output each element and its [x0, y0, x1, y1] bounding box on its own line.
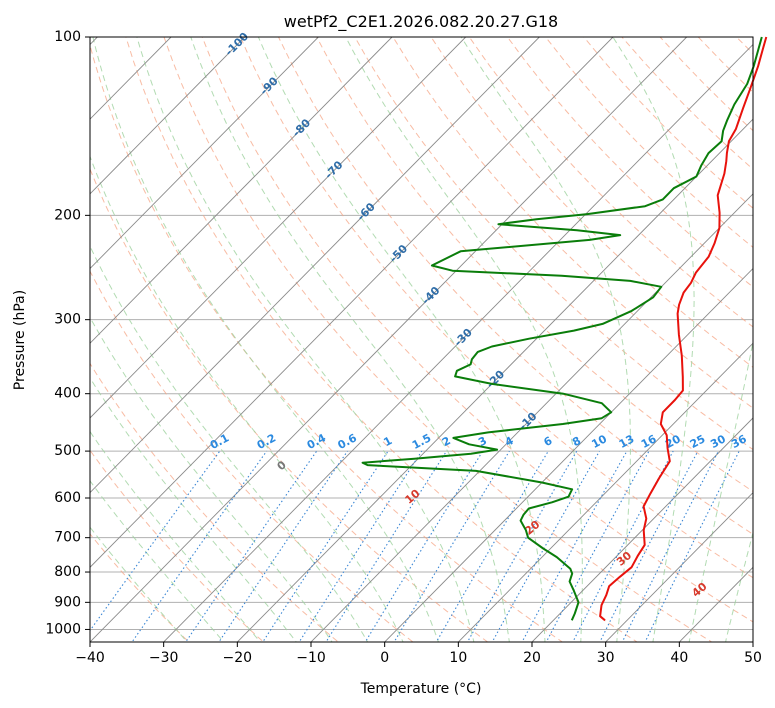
isotherm-line [90, 37, 614, 568]
x-tick-label: 20 [523, 650, 541, 666]
y-axis-label: Pressure (hPa) [12, 290, 28, 390]
y-tick-label: 100 [54, 29, 81, 45]
plot-frame [89, 36, 754, 643]
mixing-ratio-line [185, 450, 318, 642]
x-tick-label: 40 [670, 650, 688, 666]
moist-adiabat [90, 245, 369, 642]
mixing-ratio-label: 13 [617, 432, 637, 451]
moist-adiabat [90, 155, 404, 642]
mixing-ratio-line [218, 450, 348, 642]
mixing-ratio-line [466, 450, 578, 642]
x-axis-label: Temperature (°C) [360, 681, 482, 697]
mixing-ratio-line [435, 450, 549, 642]
moist-adiabat [688, 339, 753, 642]
moist-adiabat [92, 37, 440, 642]
moist-adiabat [725, 530, 753, 642]
isotherm-line [310, 193, 753, 642]
isotherm-line [90, 37, 319, 270]
mixing-ratio-line [325, 450, 448, 642]
mixing-ratio-line [90, 450, 221, 632]
mixing-ratio-line [262, 450, 389, 642]
isotherm-line [236, 118, 753, 642]
isotherm-line [90, 37, 688, 642]
x-tick-label: 30 [597, 650, 615, 666]
isotherm-line [90, 37, 540, 494]
isotherm-line [90, 37, 246, 195]
moist-adiabat [90, 430, 261, 642]
isotherm-line [163, 43, 753, 642]
mixing-ratio-label: 36 [729, 432, 749, 451]
x-tick-label: 0 [380, 650, 389, 666]
y-tick-label: 700 [54, 530, 81, 546]
y-tick-label: 400 [54, 386, 81, 402]
x-tick-label: 50 [744, 650, 762, 666]
x-tick-label: −30 [149, 650, 179, 666]
isotherm-line [90, 37, 467, 419]
y-tick-label: 900 [54, 594, 81, 610]
moist-adiabat [257, 37, 546, 642]
isotherm-line [531, 417, 753, 642]
mixing-ratio-line [644, 450, 740, 642]
dry-adiabat [278, 37, 753, 535]
mixing-ratio-line [545, 450, 650, 642]
mixing-ratio-line [393, 450, 510, 642]
moist-adiabat [345, 37, 583, 642]
dry-adiabat [163, 37, 713, 642]
mixing-ratio-label: 30 [708, 432, 728, 451]
dry-adiabat [90, 43, 564, 642]
x-tick-label: −10 [296, 650, 326, 666]
mixing-ratio-label: 25 [688, 432, 708, 451]
mixing-ratio-line [298, 450, 423, 642]
mixing-ratio-line [521, 450, 628, 642]
dry-adiabat [90, 533, 190, 642]
axes: −40 −30 −20 −10 0 10 20 30 40 50 100 200 300 400 500 60… [45, 29, 762, 666]
dry-adiabat [239, 37, 753, 579]
x-tick-label: −40 [75, 650, 105, 666]
y-tick-label: 600 [54, 490, 81, 506]
isotherm-line [384, 267, 753, 642]
moist-adiabat [90, 316, 333, 642]
temperature-trace [599, 36, 768, 622]
plot-area [90, 37, 753, 642]
chart-title: wetPf2_C2E1.2026.082.20.27.G18 [284, 12, 558, 32]
dry-adiabat [90, 449, 265, 642]
y-tick-label: 300 [54, 312, 81, 328]
dry-adiabat [468, 37, 753, 328]
isotherm-line [90, 37, 393, 344]
dry-adiabat [125, 37, 638, 642]
y-tick-label: 800 [54, 564, 81, 580]
isotherm-line [605, 491, 753, 642]
y-tick-label: 200 [54, 207, 81, 223]
x-tick-label: −20 [223, 650, 253, 666]
moist-adiabat [136, 37, 475, 642]
moist-adiabat [190, 37, 510, 642]
moist-adiabat [90, 376, 297, 642]
dewpoint-trace [361, 36, 763, 621]
dry-adiabat [90, 167, 489, 642]
mixing-ratio-line [572, 450, 674, 642]
y-tick-label: 1000 [45, 621, 81, 637]
moist-adiabat [612, 37, 695, 642]
dry-adiabat [201, 37, 753, 623]
x-tick-label: 10 [449, 650, 467, 666]
y-tick-label: 500 [54, 443, 81, 459]
dry-adiabat [90, 362, 339, 642]
mixing-ratio-line [364, 450, 484, 642]
mixing-ratio-label: 10 [589, 432, 609, 451]
moist-adiabat [90, 480, 225, 642]
mixing-ratio-label: 16 [639, 432, 659, 451]
dry-adiabat [90, 270, 414, 642]
moist-adiabat [460, 37, 631, 642]
